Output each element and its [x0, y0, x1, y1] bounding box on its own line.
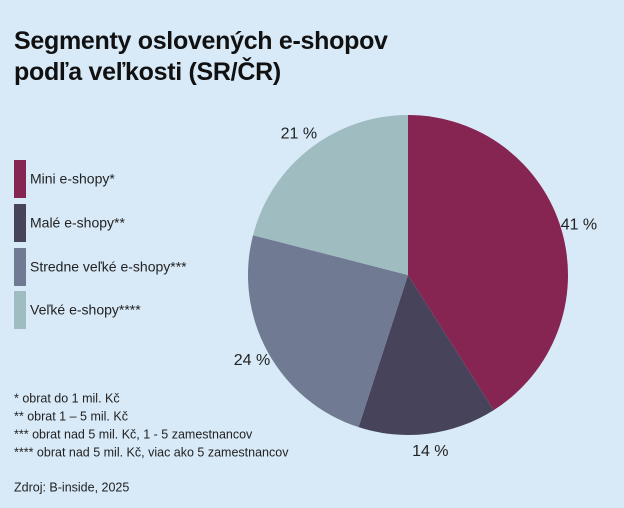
- source: Zdroj: B-inside, 2025: [14, 480, 129, 494]
- legend-swatch: [14, 160, 26, 198]
- footnote: *** obrat nad 5 mil. Kč, 1 - 5 zamestnan…: [14, 427, 253, 441]
- value-label: 41 %: [561, 217, 597, 234]
- pie-slice: [358, 275, 494, 435]
- footnote: **** obrat nad 5 mil. Kč, viac ako 5 zam…: [14, 445, 289, 459]
- legend-label: Veľké e-shopy****: [30, 302, 141, 318]
- legend-swatch: [14, 248, 26, 286]
- footnote: * obrat do 1 mil. Kč: [14, 391, 120, 405]
- pie-slice: [408, 115, 569, 411]
- pie-slice: [253, 115, 408, 275]
- legend-label: Malé e-shopy**: [30, 215, 125, 231]
- footnote: ** obrat 1 – 5 mil. Kč: [14, 409, 128, 423]
- legend-label: Stredne veľké e-shopy***: [30, 259, 187, 275]
- value-label: 24 %: [234, 352, 270, 369]
- legend-label: Mini e-shopy*: [30, 171, 115, 187]
- legend-swatch: [14, 204, 26, 242]
- legend-swatch: [14, 291, 26, 329]
- value-label: 14 %: [412, 443, 448, 460]
- value-label: 21 %: [281, 126, 317, 143]
- pie-slice: [247, 235, 408, 428]
- chart-title: Segmenty oslovených e-shopov podľa veľko…: [14, 27, 388, 86]
